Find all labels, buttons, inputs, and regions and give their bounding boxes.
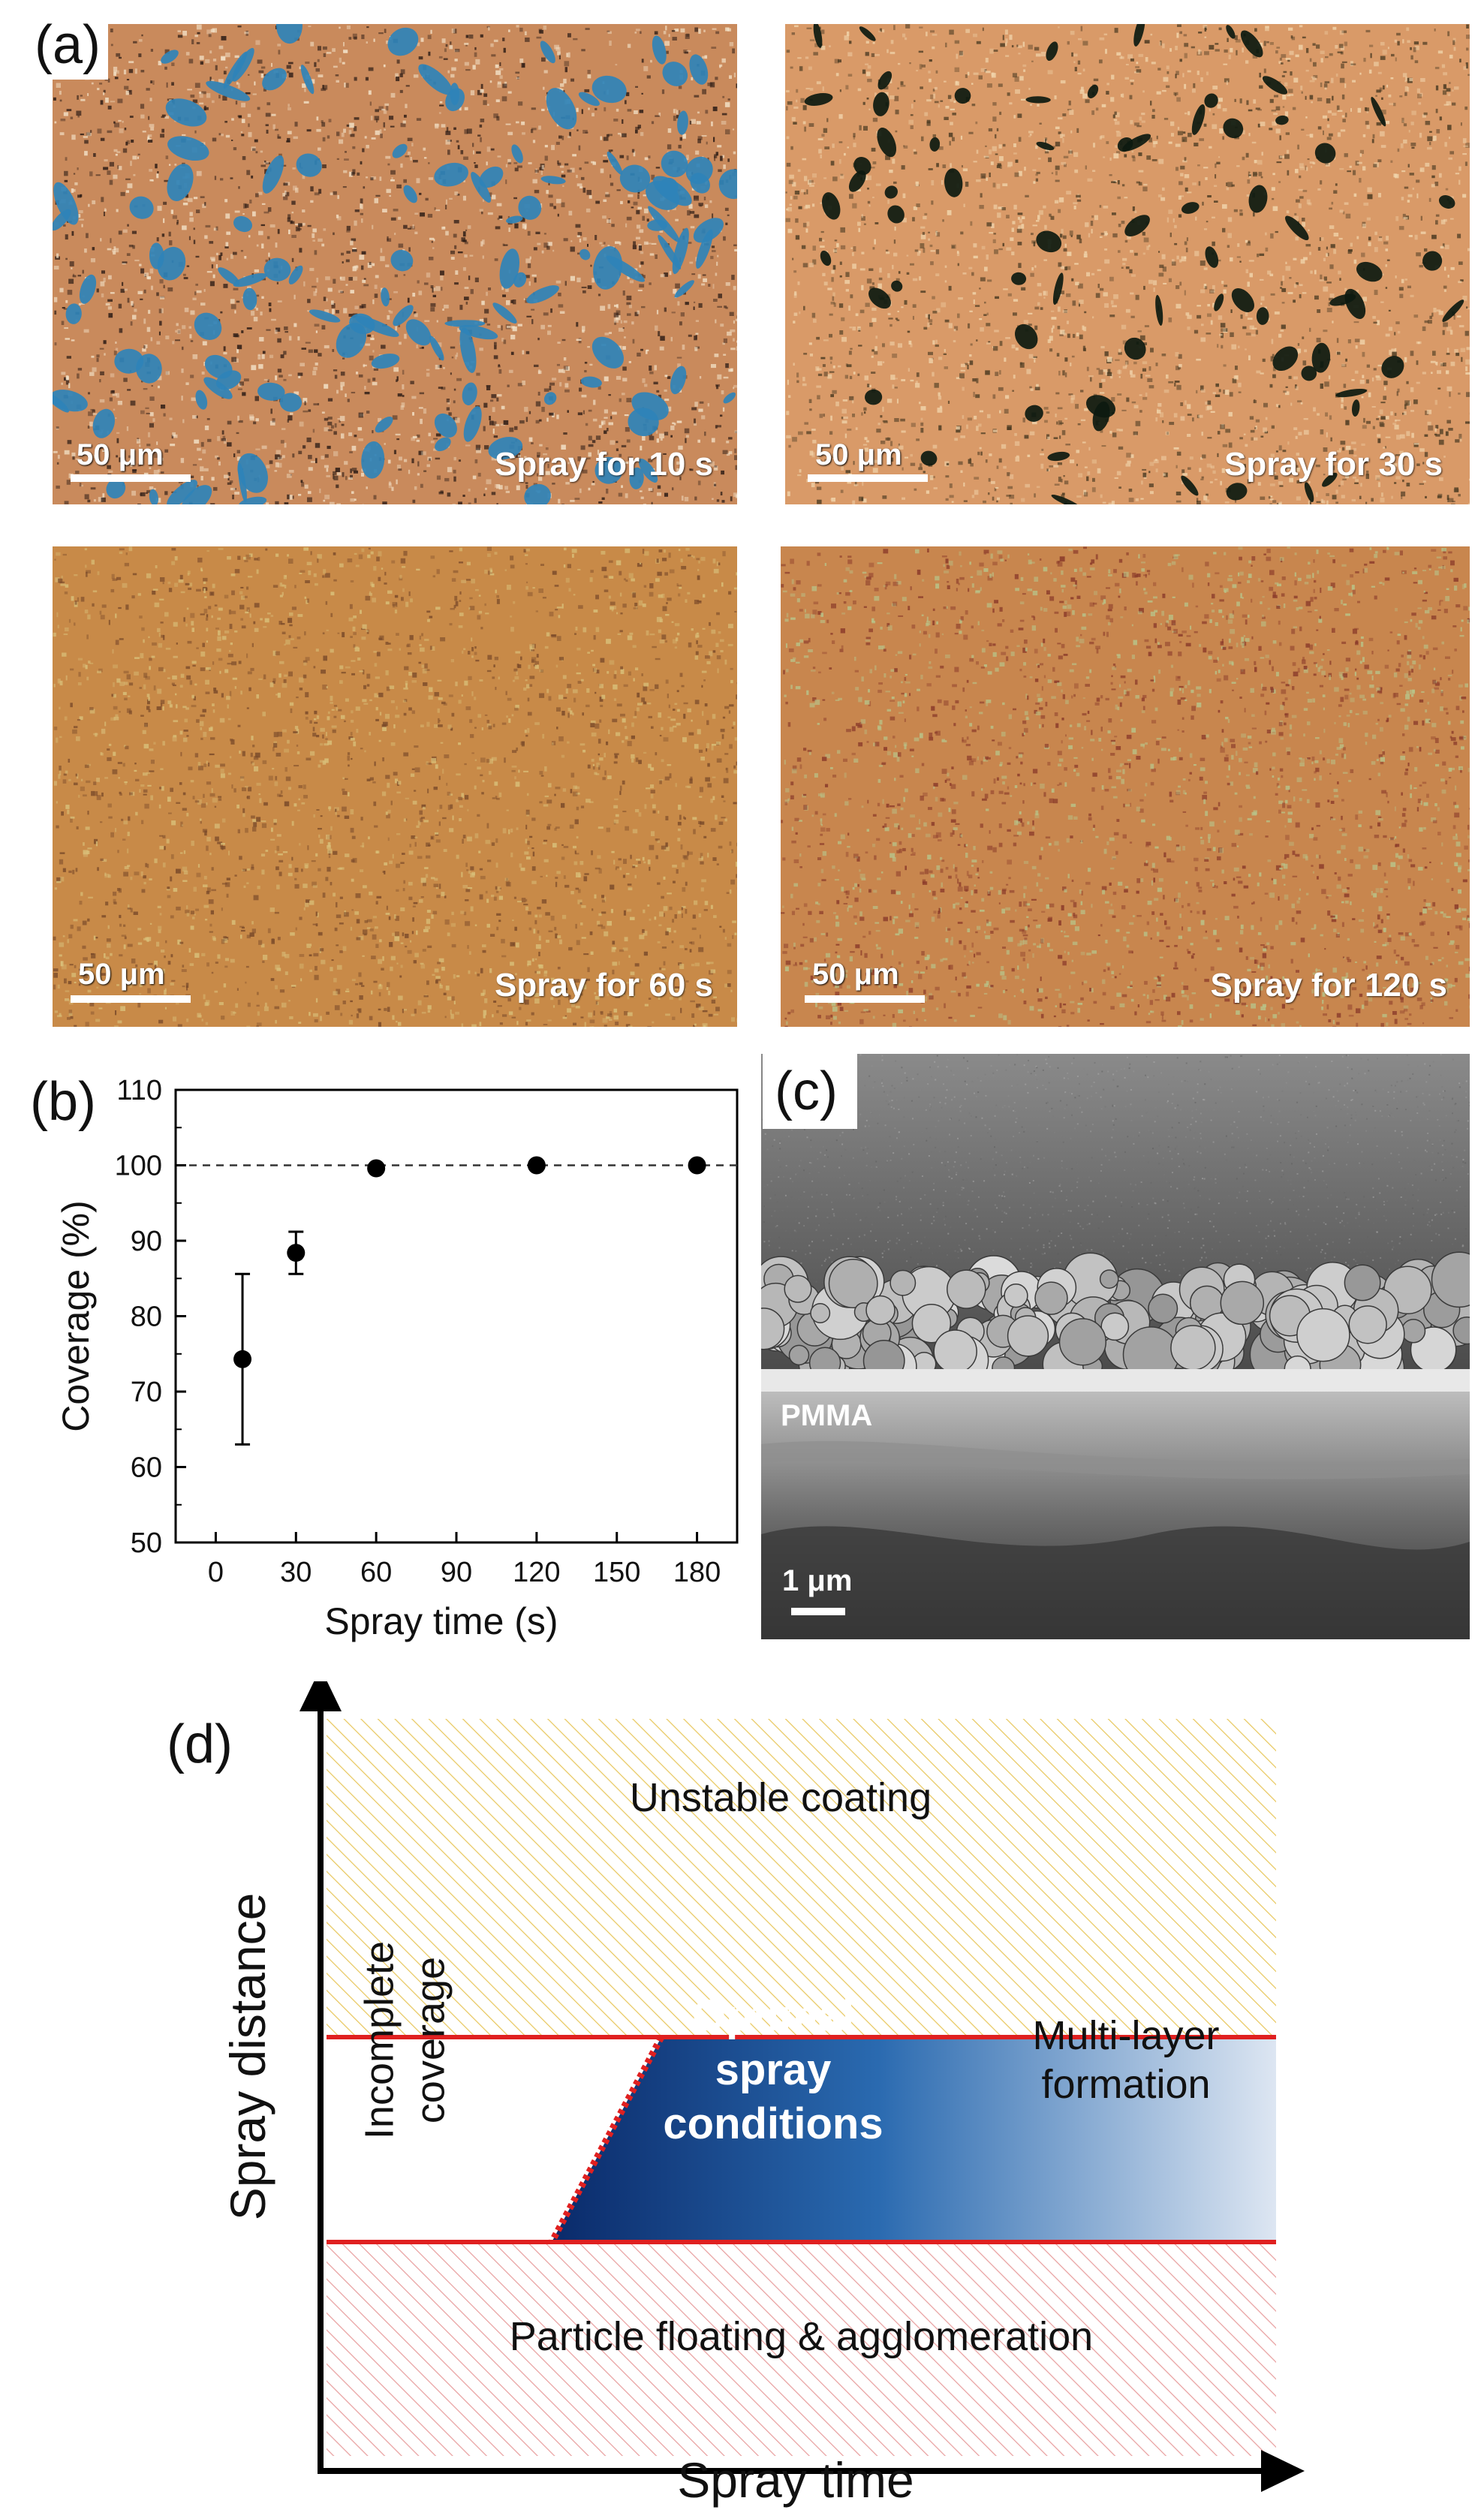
data-point: [233, 1350, 252, 1368]
micrograph-10s-texture: [53, 24, 737, 504]
scale-label-120s: 50 μm: [812, 958, 899, 991]
optimal-conditions-label: Optimal spray conditions: [623, 1989, 923, 2151]
x-tick-label: 120: [513, 1557, 560, 1588]
incomplete-line2: coverage: [408, 1956, 453, 2124]
micrograph-60s: 50 μm Spray for 60 s: [53, 546, 737, 1027]
y-axis-arrow-icon: [300, 1681, 342, 1711]
coverage-threshold-line: [549, 2035, 664, 2244]
sem-texture: [761, 1054, 1470, 1639]
y-tick-label: 80: [131, 1302, 162, 1333]
y-tick-label: 90: [131, 1226, 162, 1257]
x-axis-label: Spray time (s): [324, 1600, 558, 1642]
multilayer-line1: Multi-layer: [1032, 2013, 1220, 2058]
optimal-line1: Optimal: [692, 1991, 854, 2040]
scale-label-10s: 50 μm: [77, 438, 164, 471]
x-tick-label: 60: [360, 1557, 392, 1588]
data-point: [688, 1156, 706, 1175]
scale-label-60s: 50 μm: [78, 958, 165, 991]
micrograph-30s: 50 μm Spray for 30 s: [785, 24, 1470, 504]
data-point: [367, 1159, 386, 1178]
panel-b-label: (b): [30, 1072, 96, 1132]
sem-scale-label: 1 μm: [782, 1564, 853, 1597]
x-tick-label: 0: [208, 1557, 224, 1588]
y-axis-label: Coverage (%): [55, 1200, 97, 1431]
x-axis-title: Spray time: [677, 2452, 914, 2508]
optimal-line2: spray: [715, 2045, 832, 2094]
floating-region: [327, 2242, 1276, 2456]
plot-frame: [174, 1088, 739, 1544]
panel-a-label: (a): [30, 14, 108, 80]
x-tick-label: 30: [280, 1557, 312, 1588]
micrograph-10s: 50 μm Spray for 10 s: [53, 24, 737, 504]
scale-bar-30s: [808, 474, 928, 482]
y-tick-label: 110: [116, 1075, 162, 1106]
optimal-region: [552, 2037, 1276, 2242]
y-tick-label: 100: [115, 1151, 162, 1182]
micrograph-120s-texture: [781, 546, 1470, 1027]
unstable-region: [327, 1719, 1276, 2037]
y-tick-label: 50: [131, 1527, 162, 1559]
micrograph-120s: 50 μm Spray for 120 s: [781, 546, 1470, 1027]
scale-label-30s: 50 μm: [815, 438, 902, 471]
optimal-line3: conditions: [663, 2099, 883, 2148]
x-axis-arrow-icon: [1261, 2450, 1305, 2492]
caption-30s: Spray for 30 s: [1224, 446, 1443, 483]
x-tick-label: 90: [441, 1557, 472, 1588]
scale-bar-60s: [71, 995, 191, 1003]
caption-10s: Spray for 10 s: [494, 446, 713, 483]
y-tick-label: 60: [131, 1452, 162, 1484]
multilayer-label: Multi-layer formation: [976, 2012, 1276, 2109]
micrograph-30s-texture: [785, 24, 1470, 504]
spray-regime-diagram: [300, 1681, 1305, 2492]
data-point: [287, 1244, 306, 1263]
pmma-label: PMMA: [781, 1399, 873, 1432]
scale-bar-10s: [71, 474, 191, 482]
unstable-coating-label: Unstable coating: [629, 1775, 932, 1820]
panel-d-label: (d): [167, 1714, 233, 1774]
caption-60s: Spray for 60 s: [494, 967, 713, 1004]
multilayer-line2: formation: [1041, 2061, 1211, 2107]
sem-image: PMMA 1 μm: [761, 1054, 1470, 1639]
y-tick-label: 70: [131, 1377, 162, 1408]
sem-scale-bar: [791, 1608, 845, 1615]
data-point: [527, 1156, 546, 1175]
panel-c-label: (c): [763, 1054, 857, 1129]
particle-floating-label: Particle floating & agglomeration: [509, 2314, 1094, 2359]
scale-bar-120s: [805, 995, 925, 1003]
incomplete-line1: Incomplete: [357, 1940, 402, 2140]
x-tick-label: 150: [593, 1557, 640, 1588]
caption-120s: Spray for 120 s: [1210, 967, 1448, 1004]
x-tick-label: 180: [673, 1557, 721, 1588]
coverage-chart: 0 30 60 90 120 150 180 50 60 70 80 90 100 110 Spray ti…: [55, 1075, 739, 1642]
micrograph-60s-texture: [53, 546, 737, 1027]
y-axis-title-text: Spray distance: [220, 1892, 275, 2221]
